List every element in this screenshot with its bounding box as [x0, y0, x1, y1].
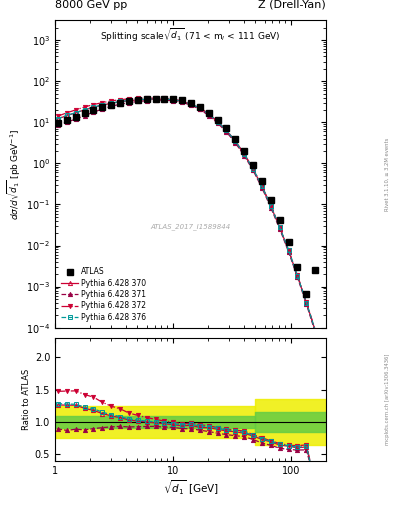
- Text: mcplots.cern.ch [arXiv:1306.3436]: mcplots.cern.ch [arXiv:1306.3436]: [385, 354, 389, 445]
- Text: 8000 GeV pp: 8000 GeV pp: [55, 0, 127, 10]
- Text: Rivet 3.1.10, ≥ 3.2M events: Rivet 3.1.10, ≥ 3.2M events: [385, 137, 389, 211]
- X-axis label: $\sqrt{d_1}\ \mathrm{[GeV]}$: $\sqrt{d_1}\ \mathrm{[GeV]}$: [163, 478, 219, 497]
- Text: Splitting scale$\sqrt{d_1}$ (71 < m$_l$ < 111 GeV): Splitting scale$\sqrt{d_1}$ (71 < m$_l$ …: [100, 27, 281, 44]
- Y-axis label: Ratio to ATLAS: Ratio to ATLAS: [22, 369, 31, 430]
- Legend: ATLAS, Pythia 6.428 370, Pythia 6.428 371, Pythia 6.428 372, Pythia 6.428 376: ATLAS, Pythia 6.428 370, Pythia 6.428 37…: [59, 265, 149, 324]
- Text: Z (Drell-Yan): Z (Drell-Yan): [259, 0, 326, 10]
- Text: ATLAS_2017_I1589844: ATLAS_2017_I1589844: [151, 223, 231, 230]
- Y-axis label: $d\sigma/d\sqrt{d_{1}}\ \mathrm{[pb\,GeV^{-1}]}$: $d\sigma/d\sqrt{d_{1}}\ \mathrm{[pb\,GeV…: [6, 129, 23, 220]
